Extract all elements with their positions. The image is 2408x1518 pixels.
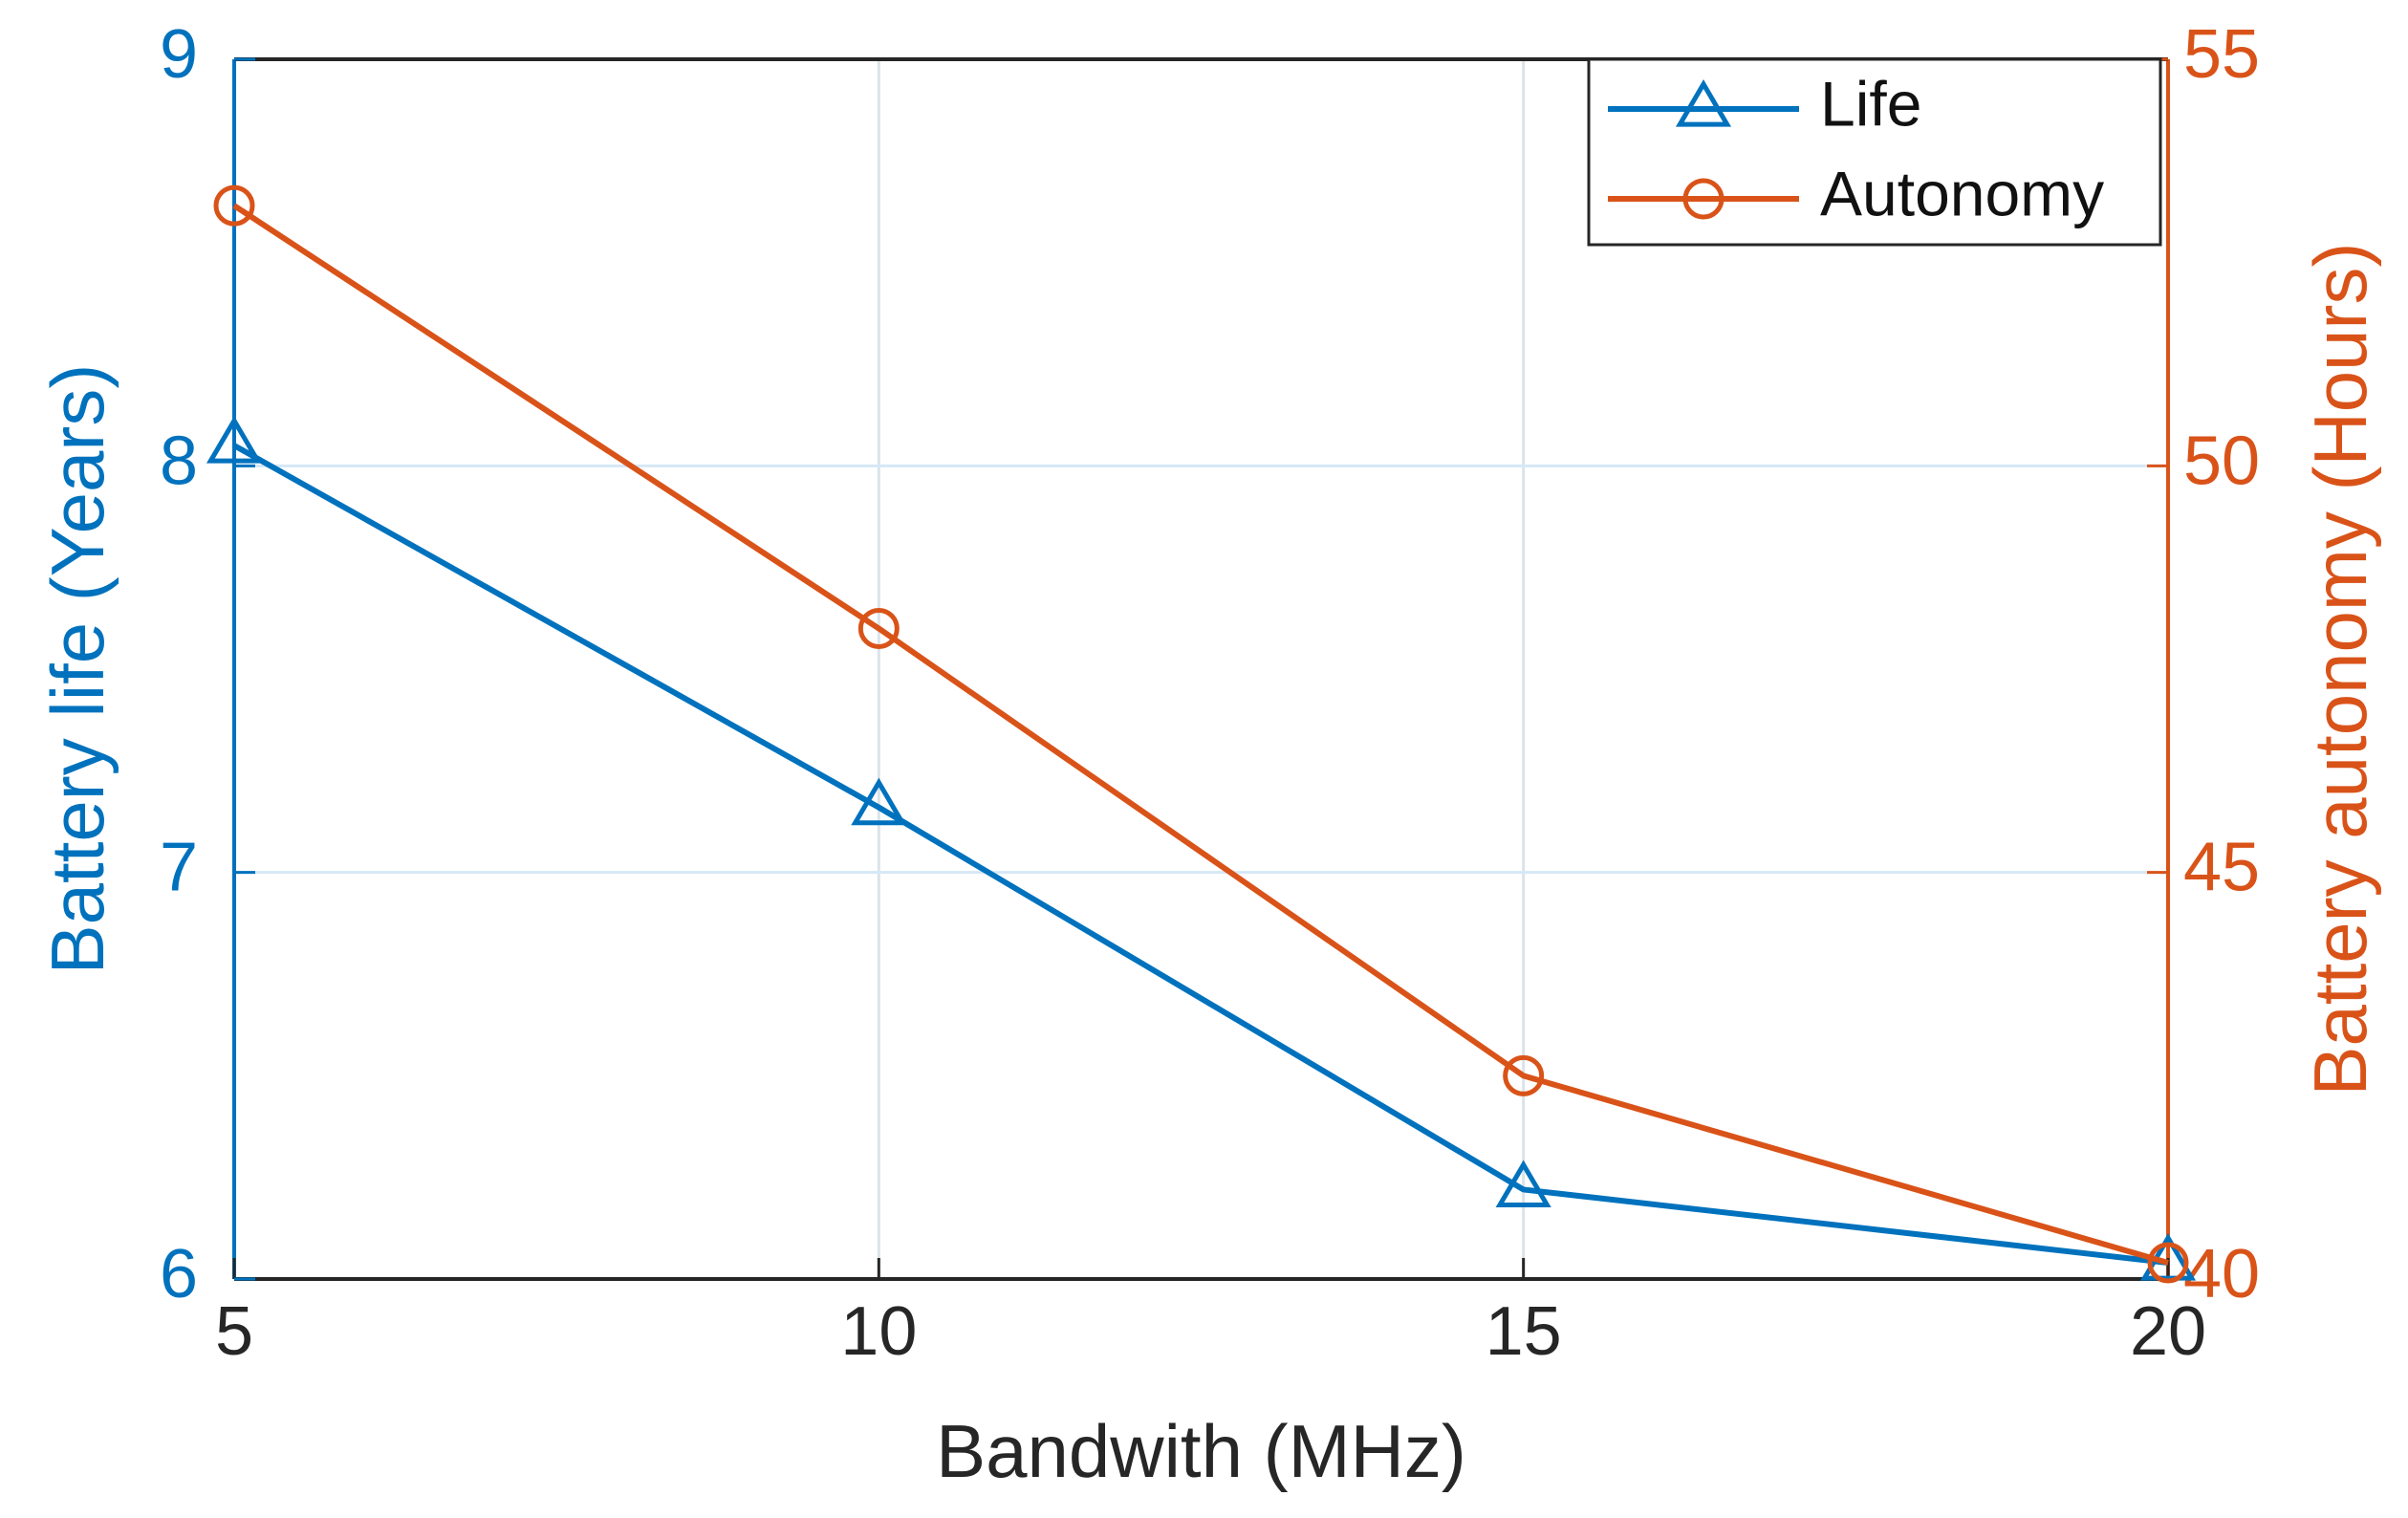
x-tick-label: 20 <box>2130 1293 2206 1370</box>
data-point-life <box>1495 1160 1551 1208</box>
legend-box <box>1587 57 2162 247</box>
series-line-life <box>232 443 2169 1266</box>
y-axis-label: Battery life (Years) <box>35 364 119 975</box>
y-tick-label: 8 <box>160 423 198 499</box>
x-tick-label: 5 <box>215 1293 253 1370</box>
x-axis-label: Bandwith (MHz) <box>936 1409 1466 1493</box>
x-tick-label: 10 <box>840 1293 917 1370</box>
series-line-autonomy <box>232 203 2169 1266</box>
y-tick-label: 7 <box>160 830 198 906</box>
y-tick-label: 6 <box>160 1236 198 1312</box>
data-point-life <box>206 416 263 464</box>
legend-marker-autonomy <box>1682 178 1725 220</box>
y2-tick-label: 45 <box>2183 830 2260 906</box>
y2-tick-label: 40 <box>2183 1236 2260 1312</box>
legend-label-life: Life <box>1820 68 1921 139</box>
data-point-autonomy <box>1503 1054 1545 1096</box>
x-tick-label: 15 <box>1486 1293 1562 1370</box>
legend-label-autonomy: Autonomy <box>1820 158 2104 228</box>
y2-tick-label: 55 <box>2183 16 2260 93</box>
y-tick-label: 9 <box>160 16 198 93</box>
data-point-autonomy <box>213 184 255 227</box>
plot-area <box>234 59 2168 1279</box>
data-point-autonomy <box>2147 1242 2189 1284</box>
y2-axis-label: Battery autonomy (Hours) <box>2298 242 2382 1095</box>
legend-marker-life <box>1675 79 1732 127</box>
data-point-life <box>851 777 907 826</box>
y2-tick-label: 50 <box>2183 423 2260 499</box>
data-point-autonomy <box>857 607 900 649</box>
